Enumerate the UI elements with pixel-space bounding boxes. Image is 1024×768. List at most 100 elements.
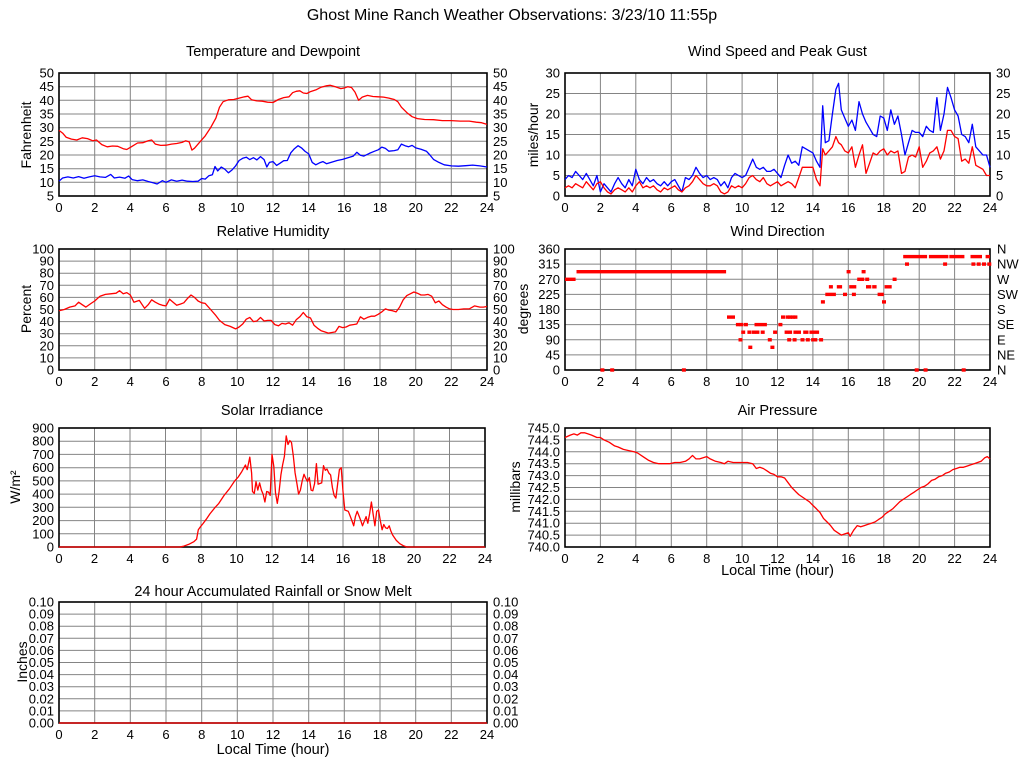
x-tick-label: 18	[371, 551, 385, 566]
page-title: Ghost Mine Ranch Weather Observations: 3…	[306, 7, 718, 24]
y-tick-label: 745.0	[527, 421, 560, 436]
y-tick-label: 100	[32, 242, 54, 257]
wind-direction-mark	[843, 292, 847, 297]
x-tick-label: 20	[407, 551, 421, 566]
y-tick-label: 35	[493, 107, 507, 122]
y-tick-label: 360	[538, 242, 560, 257]
x-tick-label: 20	[408, 727, 422, 742]
y-tick-label: 10	[40, 350, 54, 365]
wind-direction-mark	[681, 368, 686, 372]
x-tick-label: 8	[703, 551, 710, 566]
x-tick-label: 4	[127, 200, 134, 215]
x-tick-label: 8	[703, 200, 710, 215]
y-tick-label: 0.09	[493, 607, 518, 622]
wind-direction-mark	[882, 300, 886, 304]
y-tick-label: 15	[40, 161, 54, 176]
x-tick-label: 2	[91, 727, 98, 742]
y-tick-label: 741.5	[527, 504, 560, 519]
y-tick-label: 0.05	[493, 655, 518, 670]
y-tick-label: 10	[493, 175, 507, 190]
y-tick-label: 0.10	[493, 595, 518, 610]
wind-direction-mark	[751, 330, 756, 334]
wind-direction-mark	[820, 300, 825, 304]
x-tick-label: 4	[126, 551, 133, 566]
wind-direction-mark	[610, 368, 615, 372]
y-tick-label: 300	[32, 500, 54, 515]
y-tick-label: 100	[493, 242, 515, 257]
gridlines	[59, 428, 485, 547]
wind-direction-mark	[809, 330, 820, 334]
wind-direction-mark	[949, 254, 965, 259]
x-tick-label: 14	[301, 374, 315, 389]
y-tick-label: 20	[40, 338, 54, 353]
x-tick-label: 18	[373, 727, 387, 742]
y-tick-label: 25	[546, 86, 560, 101]
compass-label: N	[997, 242, 1006, 257]
x-tick-label: 20	[408, 374, 422, 389]
wind-direction-mark	[781, 315, 785, 319]
y-tick-label: 0.08	[493, 619, 518, 634]
y-tick-label: 10	[493, 350, 507, 365]
y-tick-label: 80	[40, 266, 54, 281]
wind-direction-mark	[982, 262, 986, 266]
wind-direction-mark	[565, 277, 576, 281]
chart-plot-air_pressure: 0 2 4 6 8 10 12 14 16 18 20 22 24740.0740.5741.0741.…	[527, 421, 997, 567]
wind-direction-mark	[741, 330, 746, 334]
x-tick-label: 0	[561, 551, 568, 566]
y-tick-label: 0.00	[29, 716, 54, 731]
y-tick-label: 0.06	[29, 643, 54, 658]
x-tick-label: 2	[91, 374, 98, 389]
x-tick-label: 18	[877, 374, 891, 389]
y-tick-label: 50	[493, 66, 507, 81]
x-tick-label: 12	[266, 727, 280, 742]
y-tick-label: 50	[493, 302, 507, 317]
x-tick-label: 20	[408, 200, 422, 215]
y-tick-label: 25	[493, 134, 507, 149]
x-tick-label: 24	[983, 374, 997, 389]
x-tick-label: 16	[337, 374, 351, 389]
x-tick-label: 22	[444, 200, 458, 215]
x-tick-labels: 0 2 4 6 8 10 12 14 16 18 20 22 24	[55, 551, 492, 566]
y-tick-label: 50	[40, 302, 54, 317]
x-tick-label: 0	[55, 200, 62, 215]
wind-direction-mark	[735, 322, 740, 327]
x-tick-label: 8	[198, 200, 205, 215]
plot-frame	[564, 248, 991, 371]
gridlines	[59, 249, 487, 370]
y-tick-label: 5	[996, 168, 1003, 183]
y-tick-label: 500	[32, 473, 54, 488]
wind-direction-mark	[866, 285, 872, 289]
x-tick-label: 4	[632, 551, 639, 566]
wind-direction-mark	[819, 338, 824, 342]
x-tick-label: 24	[478, 551, 492, 566]
chart-title-relative-humidity: Relative Humidity	[216, 224, 330, 240]
wind-direction-mark	[788, 315, 793, 319]
wind-direction-mark	[743, 322, 748, 327]
y-tick-labels-right: 0.000.010.020.030.040.050.060.070.080.09…	[493, 595, 518, 731]
y-tick-label: 742.5	[527, 480, 560, 495]
y-tick-label: 0.02	[29, 691, 54, 706]
y-tick-label: 30	[493, 120, 507, 135]
x-tick-label: 22	[442, 551, 456, 566]
chart-plot-solar_irradiance: 0 2 4 6 8 10 12 14 16 18 20 22 240100200300400500600…	[32, 421, 492, 567]
x-tick-label: 14	[806, 200, 820, 215]
y-tick-label: 10	[996, 148, 1010, 163]
wind-direction-mark	[760, 330, 765, 334]
x-tick-label: 0	[55, 551, 62, 566]
x-tick-label: 22	[947, 374, 961, 389]
wind-direction-mark	[976, 262, 981, 266]
gridlines	[59, 602, 487, 723]
compass-label: E	[997, 332, 1006, 347]
y-tick-label: 20	[40, 148, 54, 163]
wind-direction-mark	[903, 254, 928, 259]
wind-direction-mark	[825, 292, 836, 297]
series-wind_speed	[564, 129, 990, 195]
x-tick-label: 0	[561, 374, 568, 389]
x-tick-label: 2	[597, 551, 604, 566]
x-tick-label: 10	[229, 551, 243, 566]
x-tick-label: 24	[983, 551, 997, 566]
wind-direction-mark	[738, 338, 743, 342]
y-tick-label: 0.10	[29, 595, 54, 610]
x-tick-label: 16	[336, 551, 350, 566]
